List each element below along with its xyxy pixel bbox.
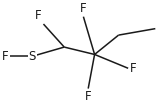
- Text: F: F: [35, 9, 42, 22]
- Text: F: F: [85, 90, 92, 103]
- Text: S: S: [29, 50, 36, 63]
- Text: F: F: [2, 50, 8, 63]
- Text: F: F: [80, 2, 87, 15]
- Text: F: F: [130, 62, 136, 75]
